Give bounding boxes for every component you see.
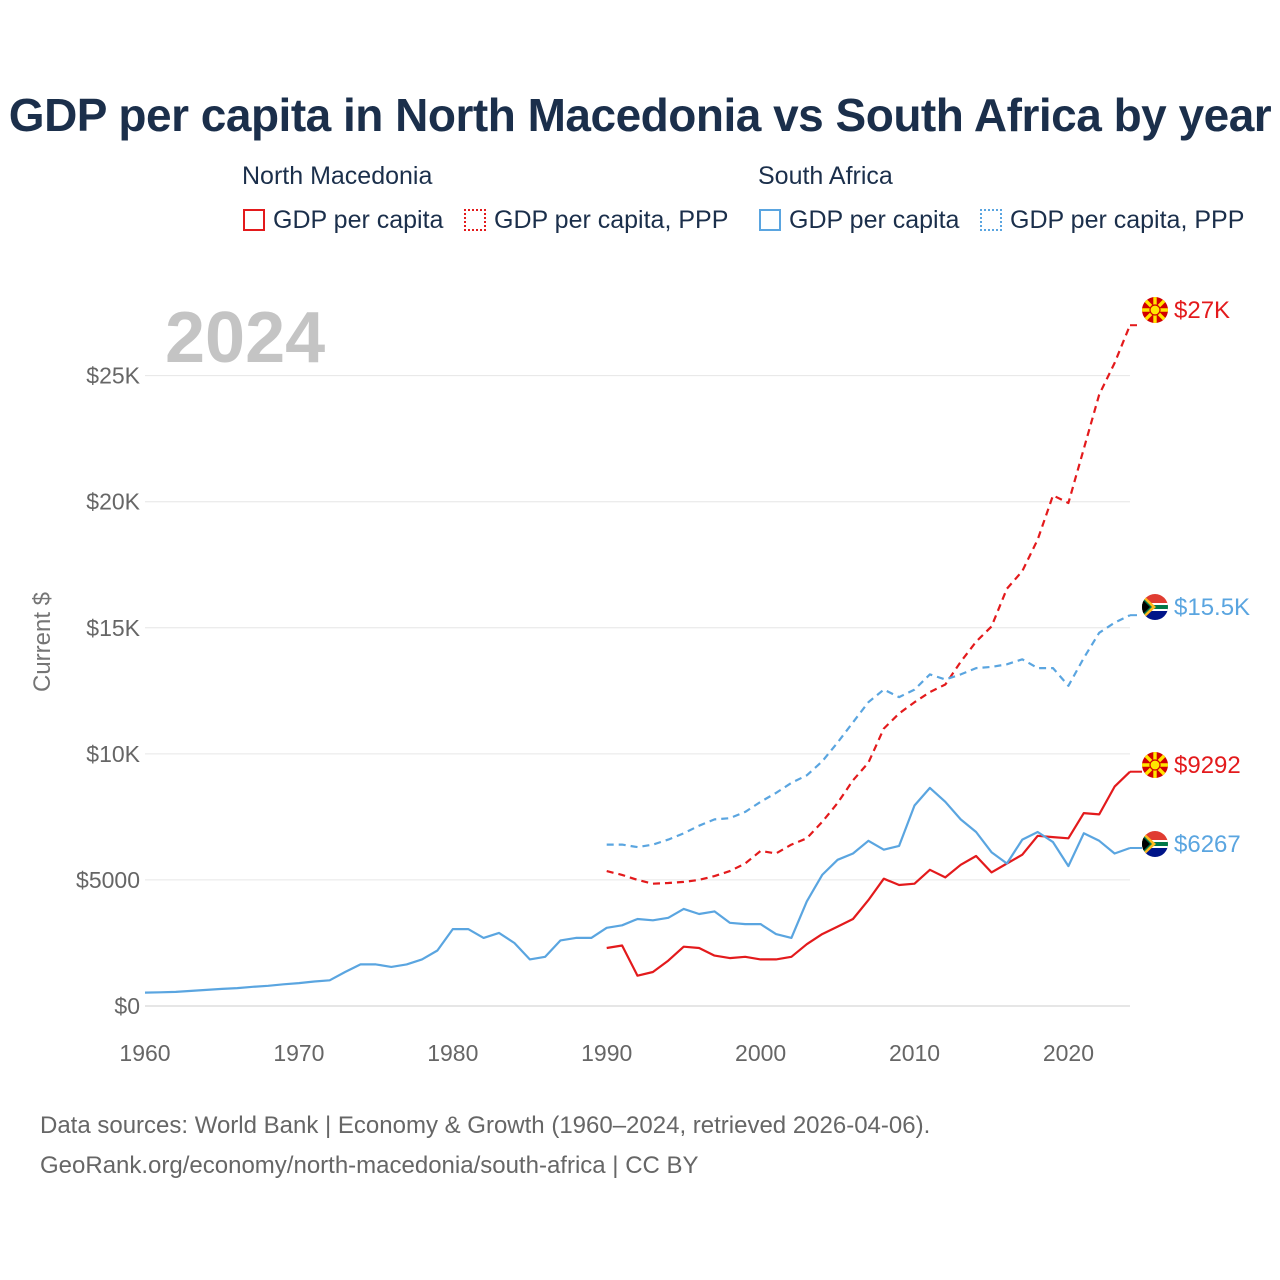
- legend-label: GDP per capita: [789, 205, 960, 234]
- attribution-link[interactable]: GeoRank.org/economy/north-macedonia/sout…: [40, 1152, 699, 1179]
- y-tick-label: $10K: [86, 741, 140, 767]
- x-tick-label: 1990: [581, 1040, 632, 1066]
- y-tick-label: $15K: [86, 615, 140, 641]
- x-tick-label: 1980: [427, 1040, 478, 1066]
- y-tick-label: $5000: [76, 867, 140, 893]
- x-tick-label: 1970: [273, 1040, 324, 1066]
- x-tick-label: 2000: [735, 1040, 786, 1066]
- legend-group-north-macedonia: North Macedonia: [242, 162, 433, 190]
- data-source-note: Data sources: World Bank | Economy & Gro…: [40, 1112, 931, 1139]
- legend-swatch-solid-red: [243, 209, 265, 231]
- y-tick-label: $0: [114, 993, 140, 1019]
- y-axis-label: Current $: [29, 592, 56, 692]
- legend-item-south-africa-gdp-ppp[interactable]: GDP per capita, PPP: [980, 204, 1244, 236]
- legend-label: GDP per capita, PPP: [1010, 205, 1245, 234]
- legend-item-north-macedonia-gdp-ppp[interactable]: GDP per capita, PPP: [464, 204, 728, 236]
- legend-swatch-solid-blue: [759, 209, 781, 231]
- x-tick-label: 1960: [119, 1040, 170, 1066]
- south-africa-flag-icon: [1142, 831, 1168, 857]
- south-africa-flag-icon: [1142, 594, 1168, 620]
- legend-label: GDP per capita, PPP: [494, 205, 729, 234]
- south-africa-gdp-per-capita-line[interactable]: [144, 786, 1131, 994]
- north-macedonia-gdp-per-capita-ppp-line[interactable]: [606, 324, 1132, 885]
- legend-item-south-africa-gdp[interactable]: GDP per capita: [759, 204, 959, 236]
- series-end-label: $6267: [1174, 831, 1241, 858]
- legend-swatch-dotted-blue: [980, 209, 1002, 231]
- south-africa-gdp-per-capita-ppp-line[interactable]: [606, 614, 1131, 849]
- footer: Data sources: World Bank | Economy & Gro…: [40, 1106, 930, 1186]
- legend-swatch-dotted-red: [464, 209, 486, 231]
- north-macedonia-flag-icon: [1142, 297, 1168, 323]
- y-tick-label: $25K: [86, 363, 140, 389]
- x-tick-label: 2010: [889, 1040, 940, 1066]
- series-end-label: $15.5K: [1174, 594, 1250, 621]
- legend-group-south-africa: South Africa: [758, 162, 893, 190]
- north-macedonia-gdp-per-capita-line[interactable]: [606, 770, 1131, 977]
- year-watermark: 2024: [165, 298, 325, 378]
- series-end-label: $27K: [1174, 297, 1230, 324]
- legend-label: GDP per capita: [273, 205, 444, 234]
- chart-title: GDP per capita in North Macedonia vs Sou…: [8, 89, 1272, 141]
- y-tick-label: $20K: [86, 489, 140, 515]
- series-end-label: $9292: [1174, 752, 1241, 779]
- legend-item-north-macedonia-gdp[interactable]: GDP per capita: [243, 204, 443, 236]
- x-tick-label: 2020: [1043, 1040, 1094, 1066]
- north-macedonia-flag-icon: [1142, 752, 1168, 778]
